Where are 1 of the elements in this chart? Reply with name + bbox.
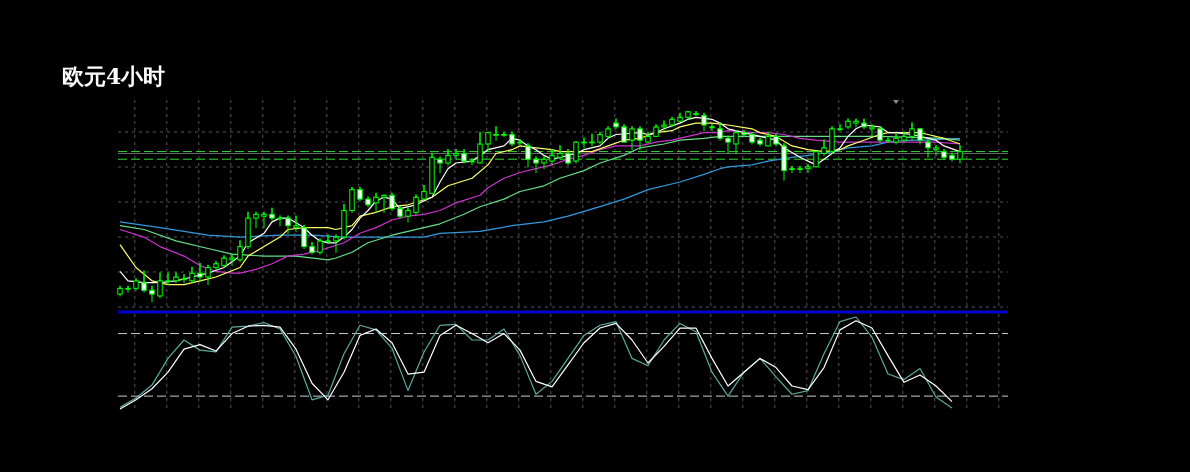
title: 欧元4小时 — [62, 63, 166, 89]
